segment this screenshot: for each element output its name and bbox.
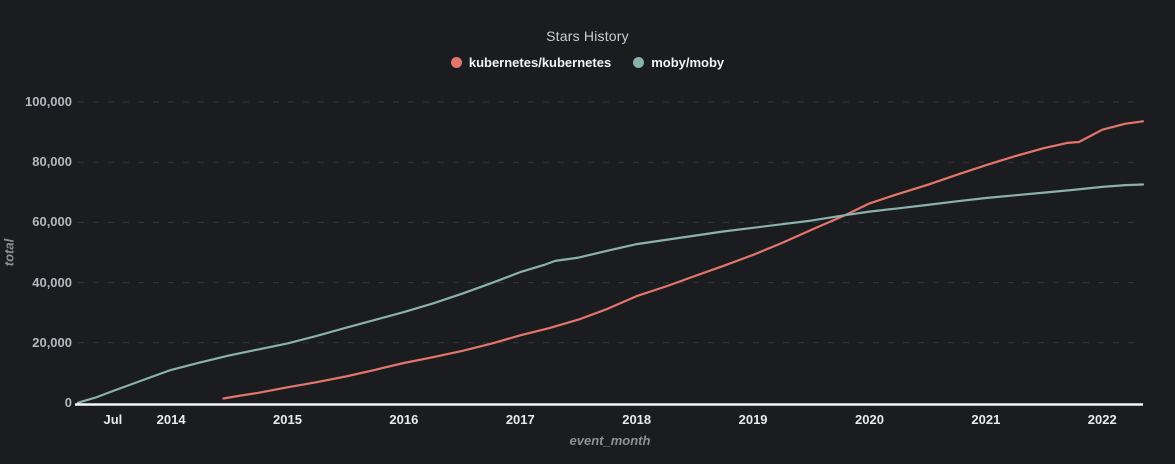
x-tick-label: 2022 — [1087, 412, 1117, 427]
y-tick-label: 0 — [64, 395, 72, 410]
legend-item[interactable]: kubernetes/kubernetes — [450, 55, 612, 70]
x-tick-label: 2017 — [505, 412, 535, 427]
legend-label: moby/moby — [651, 55, 725, 70]
x-tick-label: 2014 — [156, 412, 186, 427]
y-tick-label: 100,000 — [25, 94, 72, 109]
legend-swatch-icon — [633, 57, 645, 68]
legend-label: kubernetes/kubernetes — [468, 55, 612, 70]
legend-item[interactable]: moby/moby — [633, 55, 724, 70]
chart-title: Stars History — [546, 28, 629, 44]
x-tick-label: 2016 — [389, 412, 419, 427]
x-tick-label: 2020 — [855, 412, 884, 427]
x-axis-title: event_month — [569, 433, 651, 448]
legend-swatch-icon — [450, 57, 462, 68]
series-line-moby-moby — [76, 183, 1145, 404]
x-tick-label: 2018 — [622, 412, 652, 427]
y-axis-title: total — [1, 238, 17, 267]
y-tick-label: 60,000 — [32, 214, 72, 230]
series-line-kubernetes-kubernetes — [222, 120, 1145, 400]
chart-legend: kubernetes/kubernetes moby/moby — [0, 55, 1175, 70]
y-tick-label: 80,000 — [32, 154, 72, 170]
y-tick-label: 20,000 — [32, 334, 72, 350]
x-tick-label: 2021 — [971, 412, 1001, 427]
x-tick-label: Jul — [103, 412, 123, 427]
x-tick-label: 2019 — [738, 412, 768, 427]
y-tick-label: 40,000 — [32, 274, 72, 290]
x-tick-label: 2015 — [273, 412, 302, 427]
